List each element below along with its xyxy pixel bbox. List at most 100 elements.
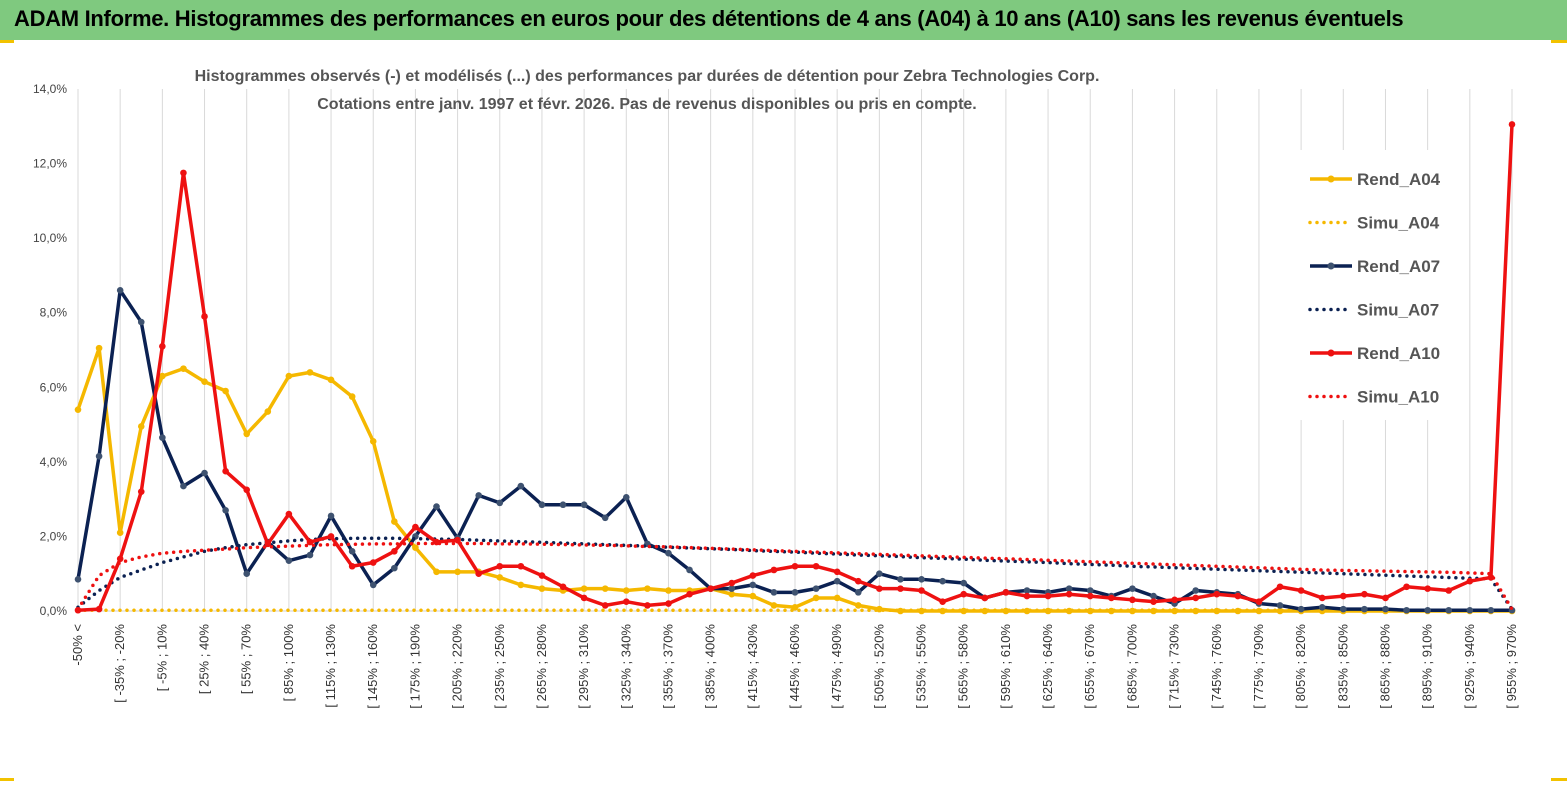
data-point [770,589,778,596]
data-point [686,566,693,574]
data-point [1129,596,1136,604]
data-point [95,605,103,613]
data-point [665,587,672,594]
x-tick-label: -50% < [70,624,85,666]
data-point [1361,605,1368,613]
data-point [137,318,145,326]
data-point [538,501,546,509]
data-point [812,562,820,570]
data-point [369,438,377,445]
data-point [791,589,799,596]
x-tick-label: [ 445% ; 460% [787,624,802,709]
x-tick-label: [ 835% ; 850% [1335,624,1350,709]
report-title: ADAM Informe. Histogrammes des performan… [14,6,1404,31]
data-point [517,482,525,490]
data-point [391,548,398,555]
data-point [897,607,904,615]
legend-label: Simu_A07 [1357,301,1439,320]
y-axis: 0,0% 2,0% 4,0% 6,0% 8,0% 10,0% 12,0% 14,0% [33,82,67,618]
data-point [116,287,124,294]
data-point [327,376,335,384]
x-tick-label: [ 235% ; 250% [492,624,507,709]
x-tick-label: [ 685% ; 700% [1124,624,1139,709]
data-point [1065,585,1073,592]
x-tick-label: [ 655% ; 670% [1082,624,1097,709]
x-tick-label: [ 85% ; 100% [281,624,296,702]
data-point [348,562,356,570]
corner-mark-bottom-left [0,778,14,781]
data-point [327,512,335,520]
data-point [1318,594,1326,602]
data-point [791,603,799,611]
legend-box [1298,150,1464,420]
performance-chart: 0,0% 2,0% 4,0% 6,0% 8,0% 10,0% 12,0% 14,0% -50%… [33,68,1519,709]
data-point [475,570,482,578]
x-tick-label: [ 535% ; 550% [914,624,929,709]
data-point [601,585,609,592]
data-point [454,536,461,544]
data-point [1002,589,1010,596]
legend-label: Simu_A10 [1357,388,1439,407]
data-point [707,585,714,592]
data-point [1150,598,1157,605]
data-point [1361,590,1368,598]
data-point [665,549,672,557]
report-header: ADAM Informe. Histogrammes des performan… [0,0,1567,40]
x-axis: -50% < [ -35% ; -20% [ -5% ; 10% [ 25% ; 40… [70,624,1519,709]
data-point [1445,587,1453,594]
data-point [1192,594,1199,602]
data-point [1065,590,1073,598]
x-tick-label: [ 775% ; 790% [1251,624,1266,709]
x-tick-label: [ 895% ; 910% [1420,624,1435,709]
corner-mark-top-left [0,40,14,43]
data-point [601,514,609,522]
data-point [918,607,925,615]
data-point [686,590,693,598]
x-tick-label: [ 355% ; 370% [660,624,675,709]
y-tick-label: 8,0% [40,306,68,320]
y-tick-label: 2,0% [40,529,68,543]
data-point [306,551,314,559]
data-point [1108,594,1115,602]
data-point [412,523,419,531]
x-tick-label: [ 175% ; 190% [407,624,422,709]
data-point [243,570,251,578]
data-point [264,540,272,548]
data-point [939,598,946,605]
data-point [348,548,356,555]
data-point [665,600,672,607]
data-point [538,572,546,579]
data-point [580,585,588,592]
data-point [939,577,946,585]
data-point [348,393,356,400]
data-point [222,387,229,395]
data-point [137,488,145,495]
x-tick-label: [ 745% ; 760% [1209,624,1224,709]
x-tick-label: [ 295% ; 310% [576,624,591,709]
data-point [285,372,293,380]
data-point [1276,602,1284,609]
data-point [897,585,904,592]
y-tick-label: 0,0% [40,604,68,618]
x-tick-label: [ 955% ; 970% [1504,624,1519,709]
data-point [475,492,482,499]
x-tick-label: [ 625% ; 640% [1040,624,1055,709]
data-point [285,510,293,518]
x-tick-label: [ 55% ; 70% [239,624,254,695]
series-layer [74,121,1516,615]
data-point [369,581,377,589]
data-point [264,408,272,415]
data-point [433,503,440,510]
data-point [391,564,398,572]
data-point [1297,587,1305,594]
data-point [1424,606,1431,614]
legend-marker [1327,262,1335,270]
data-point [1255,598,1263,605]
data-point [517,581,525,589]
data-point [180,482,187,490]
data-point [538,585,546,592]
x-tick-label: [ 415% ; 430% [745,624,760,709]
legend-item: Simu_A10 [1308,388,1439,407]
data-point [180,365,187,372]
data-point [1213,590,1221,598]
